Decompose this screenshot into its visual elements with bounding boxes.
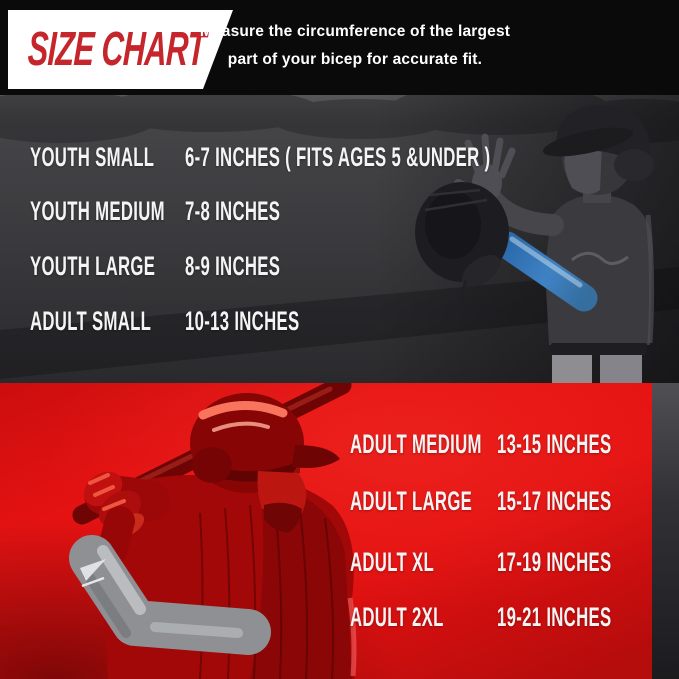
measure-instruction-line1: Measure the circumference of the largest	[199, 23, 511, 40]
gray-sleeve-shadow	[83, 570, 131, 638]
batting-helmet	[190, 393, 340, 493]
size-row-adult-small: ADULT SMALL 10-13 INCHES	[30, 307, 670, 335]
adult-batter	[69, 383, 357, 679]
size-label: ADULT MEDIUM	[350, 429, 482, 459]
belt	[551, 343, 647, 355]
helmet-brim	[292, 445, 340, 468]
batter-face	[257, 471, 307, 513]
size-range: 17-19 INCHES	[497, 547, 612, 577]
size-row-youth-large: YOUTH LARGE 8-9 INCHES	[30, 252, 670, 280]
torso-rim-light	[347, 597, 357, 677]
header-white-panel	[8, 10, 233, 89]
gray-arm-sleeve	[69, 535, 271, 655]
measure-instruction: Measure the circumference of the largest…	[195, 0, 515, 92]
gray-sleeve-highlight	[97, 545, 146, 615]
size-label: ADULT SMALL	[30, 306, 152, 336]
size-row-youth-small: YOUTH SMALL 6-7 INCHES ( FITS AGES 5 &UN…	[30, 143, 670, 171]
cap-brim	[542, 127, 634, 157]
header: SIZE CHART Measure the circumference of …	[0, 0, 679, 95]
size-row-adult-medium: ADULT MEDIUM 13-15 INCHES	[350, 430, 679, 458]
size-row-adult-2xl: ADULT 2XL 19-21 INCHES	[350, 603, 679, 631]
blue-arm-sleeve	[493, 231, 598, 312]
size-range: 15-17 INCHES	[497, 486, 612, 516]
cap-back	[614, 149, 654, 181]
size-label: ADULT XL	[350, 547, 435, 577]
size-row-adult-large: ADULT LARGE 15-17 INCHES	[350, 487, 679, 515]
adult-batter-illustration	[0, 383, 652, 679]
measure-instruction-line2: part of your bicep for accurate fit.	[227, 51, 483, 68]
size-range: 6-7 INCHES ( FITS AGES 5 &UNDER )	[185, 142, 491, 172]
sleeve-logo	[80, 559, 106, 581]
jersey-rim-light	[645, 214, 655, 344]
youth-section: YOUTH SMALL 6-7 INCHES ( FITS AGES 5 &UN…	[0, 95, 679, 383]
jersey-script	[571, 251, 629, 265]
pants-right	[600, 355, 642, 383]
size-range: 19-21 INCHES	[497, 602, 612, 632]
adult-section: ADULT MEDIUM 13-15 INCHES ADULT LARGE 15…	[0, 383, 679, 679]
youth-player-illustration	[0, 95, 679, 383]
baseball-glove	[415, 182, 509, 318]
size-row-youth-medium: YOUTH MEDIUM 7-8 INCHES	[30, 197, 670, 225]
size-label: ADULT 2XL	[350, 602, 444, 632]
size-label: YOUTH MEDIUM	[30, 196, 165, 226]
size-range: 10-13 INCHES	[185, 306, 300, 336]
forearm	[97, 506, 135, 566]
blue-sleeve-highlight	[509, 236, 583, 288]
jersey	[545, 194, 653, 345]
size-label: YOUTH SMALL	[30, 142, 155, 172]
size-label: YOUTH LARGE	[30, 251, 156, 281]
beard	[264, 502, 302, 533]
youth-player	[415, 105, 655, 383]
helmet-earflap	[192, 447, 232, 483]
helmet-highlight	[198, 401, 288, 420]
size-range: 13-15 INCHES	[497, 429, 612, 459]
pants-left	[552, 355, 592, 383]
size-range: 7-8 INCHES	[185, 196, 281, 226]
size-row-adult-xl: ADULT XL 17-19 INCHES	[350, 548, 679, 576]
page-title-text: SIZE CHART	[26, 22, 207, 76]
size-label: ADULT LARGE	[350, 486, 473, 516]
size-range: 8-9 INCHES	[185, 251, 281, 281]
